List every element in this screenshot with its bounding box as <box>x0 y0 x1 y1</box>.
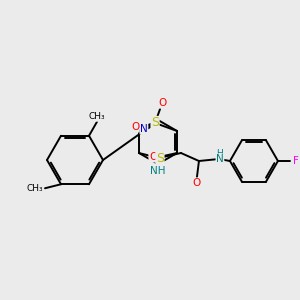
Text: O: O <box>149 152 157 162</box>
Text: O: O <box>193 178 201 188</box>
Text: N: N <box>140 124 148 134</box>
Text: CH₃: CH₃ <box>89 112 105 121</box>
Text: H: H <box>217 148 223 158</box>
Text: N: N <box>216 154 224 164</box>
Text: S: S <box>151 116 159 130</box>
Text: O: O <box>158 98 166 108</box>
Text: NH: NH <box>150 166 166 176</box>
Text: S: S <box>156 152 164 164</box>
Text: O: O <box>131 122 139 132</box>
Text: CH₃: CH₃ <box>27 184 43 193</box>
Text: F: F <box>293 156 299 166</box>
